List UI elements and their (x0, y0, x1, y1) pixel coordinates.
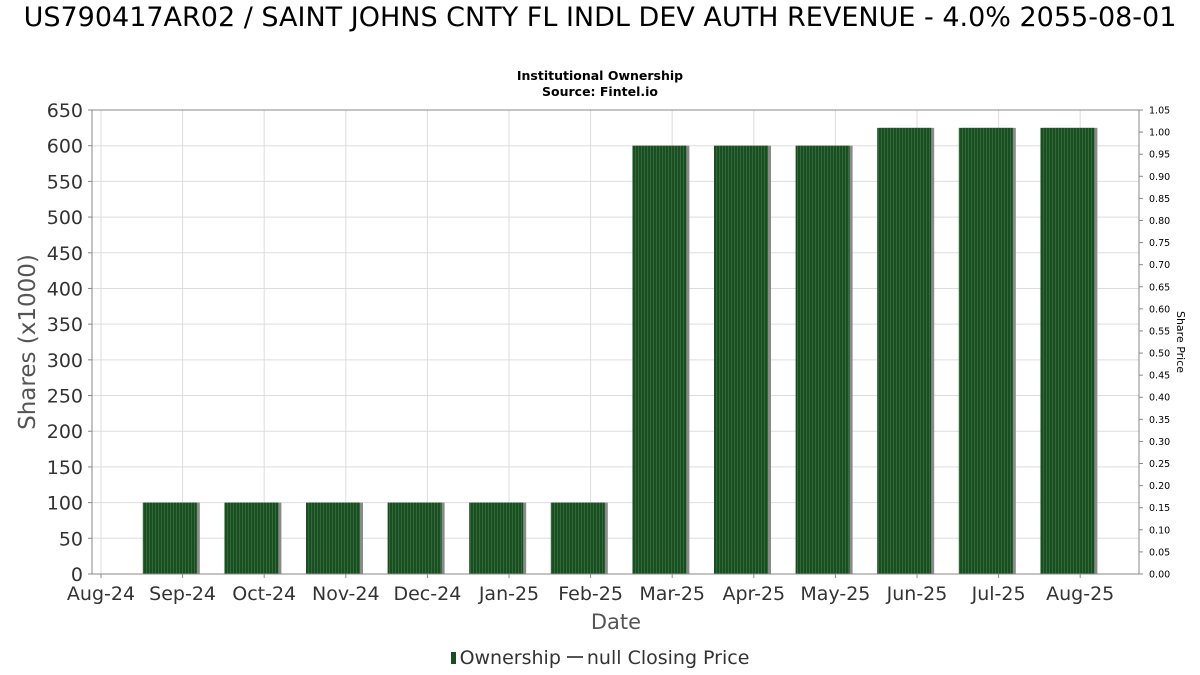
y-tick-label: 300 (47, 350, 83, 372)
x-tick-label: May-25 (800, 583, 870, 605)
y-tick-label: 600 (47, 136, 83, 158)
y2-tick-label: 0.40 (1149, 393, 1170, 404)
y2-tick-label: 0.70 (1149, 260, 1170, 271)
x-tick-label: Jan-25 (478, 583, 539, 605)
bar-Aug-25 (1040, 127, 1095, 574)
y-tick-label: 250 (47, 386, 83, 408)
subtitle-line-2: Source: Fintel.io (542, 84, 658, 99)
legend: Ownership null Closing Price (0, 647, 1200, 669)
y2-tick-label: 1.05 (1149, 106, 1170, 117)
y-tick-label: 50 (59, 528, 83, 550)
y2-tick-label: 0.50 (1149, 349, 1170, 360)
y2-tick-label: 0.85 (1149, 194, 1170, 205)
bar-Sep-24 (142, 502, 197, 574)
y2-axis: 0.00 0.05 0.10 0.15 0.20 0.25 0.30 0.35 0.40 0.45… (1139, 106, 1170, 581)
bar-Apr-25 (714, 145, 768, 574)
y2-tick-label: 0.60 (1149, 304, 1170, 315)
y-tick-label: 100 (47, 493, 83, 515)
bar-Nov-24 (306, 502, 360, 574)
legend-price-label: null Closing Price (586, 647, 750, 669)
y2-tick-label: 0.95 (1149, 150, 1170, 161)
bar-Mar-25 (632, 145, 687, 574)
x-tick-label: Jun-25 (886, 583, 948, 605)
legend-ownership-swatch (450, 652, 456, 664)
y-tick-label: 550 (47, 171, 83, 193)
y-tick-label: 650 (47, 100, 83, 122)
bars (142, 127, 1098, 574)
bar-Jul-25 (958, 127, 1013, 574)
x-tick-label: Jul-25 (971, 583, 1026, 605)
x-tick-label: Mar-25 (639, 583, 705, 605)
y2-tick-label: 0.45 (1149, 371, 1170, 382)
x-axis: Aug-24 Sep-24 Oct-24 Nov-24 Dec-24 Jan-25 Feb-… (67, 574, 1114, 605)
bar-Jun-25 (877, 127, 932, 574)
y-tick-label: 350 (47, 314, 83, 336)
y-tick-label: 450 (47, 243, 83, 265)
y-axis-label: Shares (x1000) (15, 254, 41, 430)
y2-tick-label: 0.80 (1149, 216, 1170, 227)
subtitle-line-1: Institutional Ownership (516, 68, 684, 83)
y2-tick-label: 0.20 (1149, 481, 1170, 492)
y-tick-label: 0 (71, 564, 83, 586)
x-tick-label: Aug-25 (1046, 583, 1114, 605)
y-tick-label: 500 (47, 207, 83, 229)
x-tick-label: Sep-24 (149, 583, 216, 605)
legend-price-line (566, 656, 583, 658)
bar-Jan-25 (469, 502, 524, 574)
x-axis-label: Date (591, 610, 641, 634)
y-tick-label: 150 (47, 457, 83, 479)
x-tick-label: Feb-25 (558, 583, 623, 605)
y2-tick-label: 0.05 (1149, 547, 1170, 558)
bar-Feb-25 (550, 502, 605, 574)
y2-axis-label: Share Price (1174, 311, 1187, 373)
bar-Dec-24 (387, 502, 442, 574)
legend-ownership-label: Ownership (459, 647, 561, 669)
x-tick-label: Nov-24 (312, 583, 380, 605)
y2-tick-label: 0.35 (1149, 415, 1170, 426)
y2-tick-label: 0.15 (1149, 503, 1170, 514)
plot-area (91, 109, 1140, 575)
y2-tick-label: 1.00 (1149, 128, 1170, 139)
y2-tick-label: 0.00 (1149, 570, 1170, 581)
chart-subtitle: Institutional Ownership Source: Fintel.i… (0, 68, 1200, 100)
x-tick-label: Oct-24 (232, 583, 296, 605)
bar-May-25 (795, 145, 850, 574)
x-tick-label: Aug-24 (67, 583, 135, 605)
y2-tick-label: 0.25 (1149, 459, 1170, 470)
y-tick-label: 200 (47, 421, 83, 443)
chart-title: US790417AR02 / SAINT JOHNS CNTY FL INDL … (23, 2, 1177, 33)
y-tick-label: 400 (47, 278, 83, 300)
y2-tick-label: 0.65 (1149, 282, 1170, 293)
y2-tick-label: 0.75 (1149, 238, 1170, 249)
x-tick-label: Apr-25 (722, 583, 785, 605)
y-axis: 0 50 100 150 200 250 300 350 400 450 500 550 600 650 (47, 100, 92, 586)
x-tick-label: Dec-24 (393, 583, 461, 605)
y2-tick-label: 0.90 (1149, 172, 1170, 183)
y2-tick-label: 0.55 (1149, 326, 1170, 337)
bar-Oct-24 (224, 502, 279, 574)
y2-tick-label: 0.10 (1149, 525, 1170, 536)
y2-tick-label: 0.30 (1149, 437, 1170, 448)
